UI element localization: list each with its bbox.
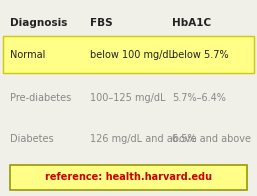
Text: reference: health.harvard.edu: reference: health.harvard.edu: [45, 172, 212, 182]
Text: 5.7%–6.4%: 5.7%–6.4%: [172, 93, 226, 103]
Text: Diabetes: Diabetes: [10, 134, 54, 144]
Text: 6.5% and above: 6.5% and above: [172, 134, 251, 144]
Text: HbA1C: HbA1C: [172, 18, 211, 28]
Text: below 5.7%: below 5.7%: [172, 50, 229, 60]
Text: 126 mg/dL and above: 126 mg/dL and above: [90, 134, 197, 144]
Bar: [10, 165, 247, 190]
Text: Pre-diabetes: Pre-diabetes: [10, 93, 71, 103]
Text: Diagnosis: Diagnosis: [10, 18, 68, 28]
Text: below 100 mg/dL: below 100 mg/dL: [90, 50, 174, 60]
Text: 100–125 mg/dL: 100–125 mg/dL: [90, 93, 166, 103]
Bar: [3, 36, 254, 73]
Text: FBS: FBS: [90, 18, 113, 28]
Text: Normal: Normal: [10, 50, 46, 60]
